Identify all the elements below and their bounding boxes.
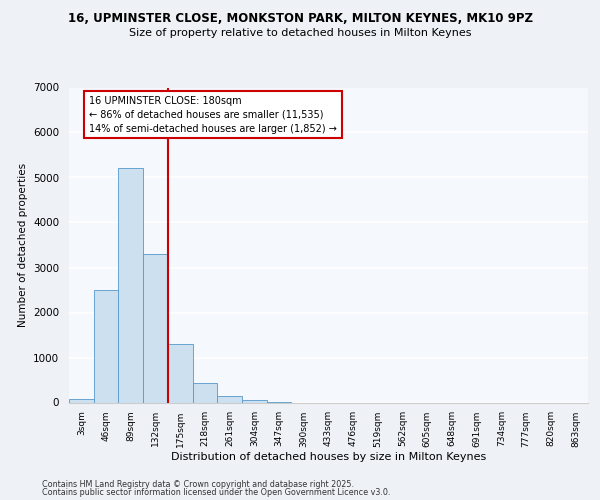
X-axis label: Distribution of detached houses by size in Milton Keynes: Distribution of detached houses by size … [171, 452, 486, 462]
Bar [143, 254, 168, 402]
Text: Contains public sector information licensed under the Open Government Licence v3: Contains public sector information licen… [42, 488, 391, 497]
Text: 16 UPMINSTER CLOSE: 180sqm
← 86% of detached houses are smaller (11,535)
14% of : 16 UPMINSTER CLOSE: 180sqm ← 86% of deta… [89, 96, 337, 134]
Bar [118, 168, 143, 402]
Bar [217, 396, 242, 402]
Bar [242, 400, 267, 402]
Bar [168, 344, 193, 403]
Y-axis label: Number of detached properties: Number of detached properties [17, 163, 28, 327]
Bar [69, 400, 94, 402]
Bar [94, 290, 118, 403]
Text: Size of property relative to detached houses in Milton Keynes: Size of property relative to detached ho… [129, 28, 471, 38]
Bar [193, 383, 217, 402]
Text: 16, UPMINSTER CLOSE, MONKSTON PARK, MILTON KEYNES, MK10 9PZ: 16, UPMINSTER CLOSE, MONKSTON PARK, MILT… [67, 12, 533, 26]
Text: Contains HM Land Registry data © Crown copyright and database right 2025.: Contains HM Land Registry data © Crown c… [42, 480, 354, 489]
